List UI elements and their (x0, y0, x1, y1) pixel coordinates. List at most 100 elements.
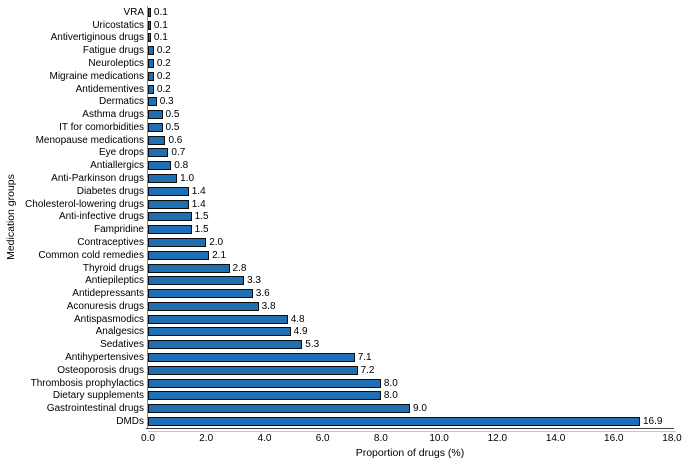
bar (148, 301, 259, 311)
x-tick-label: 12.0 (487, 433, 508, 444)
category-label: Dietary supplements (52, 390, 144, 402)
bar-track: 1.5 (148, 224, 672, 236)
category-label: Antidepressants (72, 288, 144, 300)
bar (148, 314, 288, 324)
category-label: Diabetes drugs (76, 185, 144, 197)
category-label: Antiepileptics (85, 275, 144, 287)
plot-area: VRA 0.1 Uricostatics 0.1 Antivertiginous dru… (0, 6, 685, 428)
value-label: 0.2 (156, 58, 171, 70)
value-label: 16.9 (642, 415, 663, 427)
bar (148, 237, 207, 247)
category-label: Cholesterol-lowering drugs (25, 198, 144, 210)
bar (148, 59, 154, 69)
bar (148, 225, 192, 235)
bar (148, 122, 163, 132)
bar-track: 0.2 (148, 58, 672, 70)
bar-row: Eye drops 0.7 (0, 147, 685, 160)
bar-row: Antispasmodics 4.8 (0, 313, 685, 326)
x-tick-label: 8.0 (373, 433, 388, 444)
value-label: 1.4 (191, 198, 206, 210)
x-tick-label: 4.0 (257, 433, 272, 444)
value-label: 7.1 (357, 351, 372, 363)
bar-row: VRA 0.1 (0, 6, 685, 19)
bar (148, 327, 291, 337)
x-tick-label: 18.0 (662, 433, 682, 444)
bar-row: Contraceptives 2.0 (0, 236, 685, 249)
bar-row: Aconuresis drugs 3.8 (0, 300, 685, 313)
value-label: 0.7 (171, 147, 186, 159)
bar-row: Neuroleptics 0.2 (0, 57, 685, 70)
category-label: Neuroleptics (88, 58, 144, 70)
bar-row: Sedatives 5.3 (0, 338, 685, 351)
bar-track: 0.1 (148, 7, 672, 18)
category-label: Thyroid drugs (82, 262, 144, 274)
bar (148, 148, 169, 158)
value-label: 1.5 (194, 224, 209, 236)
bar (148, 391, 381, 401)
x-axis-tick-labels: 0.0 2.0 4.0 6.0 8.0 10.0 12.0 14.0 16.0 18.0 (141, 433, 682, 445)
category-label: Antispasmodics (73, 313, 144, 325)
category-label: Menopause medications (35, 134, 144, 146)
value-label: 0.1 (153, 19, 168, 31)
category-label: VRA (123, 6, 144, 18)
value-label: 9.0 (413, 403, 427, 415)
value-label: 8.0 (383, 390, 398, 402)
bar-track: 0.6 (148, 134, 672, 146)
category-label: Antidementives (75, 83, 144, 95)
bar-row: Dietary supplements 8.0 (0, 389, 685, 402)
category-label: Eye drops (98, 147, 144, 159)
category-label: Antivertiginous drugs (50, 32, 144, 44)
bar-track: 3.6 (148, 288, 672, 299)
category-label: Migraine medications (49, 70, 145, 82)
value-label: 3.3 (247, 275, 261, 287)
bar-track: 4.8 (148, 314, 672, 325)
bar (148, 276, 245, 286)
value-label: 4.9 (293, 326, 308, 338)
bar-track: 0.1 (148, 32, 672, 44)
bar-row: Antihypertensives 7.1 (0, 351, 685, 364)
bar-row: Common cold remedies 2.1 (0, 249, 685, 262)
category-label: Antiallergics (90, 160, 144, 172)
bar-track: 1.5 (148, 211, 672, 222)
bar-row: Antidementives 0.2 (0, 83, 685, 96)
value-label: 0.2 (156, 83, 171, 95)
value-label: 0.8 (174, 160, 189, 172)
bar-track: 0.5 (148, 109, 672, 121)
bar-track: 1.4 (148, 198, 672, 210)
bar (148, 7, 151, 17)
bar-row: Asthma drugs 0.5 (0, 108, 685, 121)
value-label: 8.0 (383, 377, 398, 389)
value-label: 2.1 (212, 249, 227, 261)
x-axis-shadow-line (148, 431, 676, 432)
bar (148, 174, 178, 184)
bar-row: Antivertiginous drugs 0.1 (0, 32, 685, 45)
category-label: Antihypertensives (65, 351, 144, 363)
bar-row: Cholesterol-lowering drugs 1.4 (0, 198, 685, 211)
bar-row: Dermatics 0.3 (0, 95, 685, 108)
category-label: Uricostatics (92, 19, 144, 31)
bar (148, 161, 172, 171)
bar-row: Menopause medications 0.6 (0, 134, 685, 147)
bar-row: IT for comorbidities 0.5 (0, 121, 685, 134)
x-tick-label: 14.0 (545, 433, 566, 444)
value-label: 0.5 (165, 109, 180, 121)
value-label: 0.1 (153, 32, 168, 44)
bar (148, 33, 151, 43)
bar-track: 0.5 (148, 122, 672, 133)
bar-row: Antiepileptics 3.3 (0, 274, 685, 287)
value-label: 0.6 (168, 134, 183, 146)
bar (148, 97, 157, 107)
bar-row: Analgesics 4.9 (0, 326, 685, 339)
bar-track: 0.3 (148, 96, 672, 107)
bar (148, 84, 154, 94)
x-tick-label: 10.0 (429, 433, 449, 444)
x-tick-label: 6.0 (315, 433, 330, 444)
category-label: Common cold remedies (38, 249, 144, 261)
category-label: Fatigue drugs (82, 45, 144, 57)
value-label: 7.2 (360, 364, 375, 376)
bar-row: Anti-Parkinson drugs 1.0 (0, 172, 685, 185)
category-label: Aconuresis drugs (66, 300, 144, 312)
bar-row: DMDs 16.9 (0, 415, 685, 428)
bar-row: Osteoporosis drugs 7.2 (0, 364, 685, 377)
